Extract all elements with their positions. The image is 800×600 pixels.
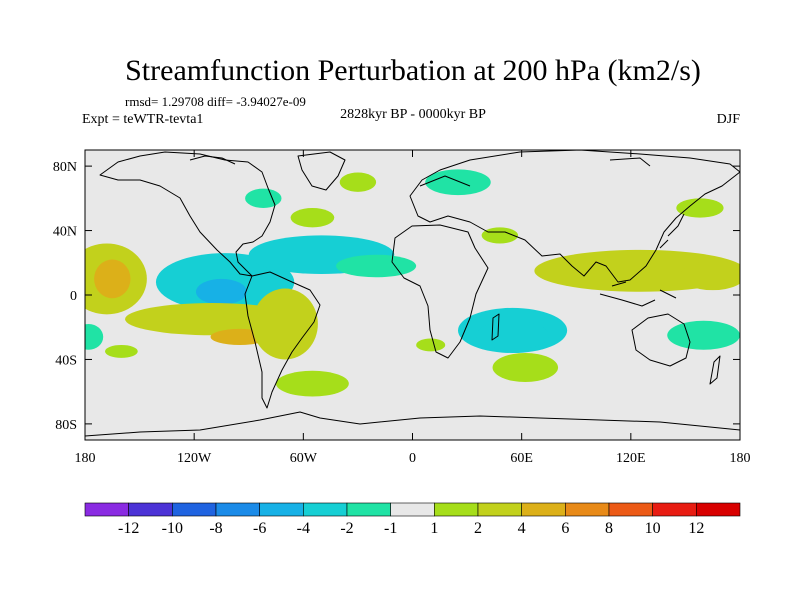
anomaly-region-25 bbox=[290, 208, 335, 228]
colorbar-box-7 bbox=[346, 502, 391, 517]
colorbar-box-8 bbox=[390, 502, 435, 517]
coastline-japan bbox=[659, 213, 685, 249]
coastline-madagascar bbox=[491, 313, 500, 341]
x-tick-label-4: 0 bbox=[409, 451, 416, 466]
colorbar-label-5: -4 bbox=[297, 520, 310, 537]
map-axes: 180 120W 60W 0 60E 120E 180 80N 40N 0 40S 80S bbox=[53, 150, 751, 466]
y-tick-label-3: 0 bbox=[70, 289, 77, 304]
anomaly-region-16 bbox=[276, 370, 349, 397]
period-label: 2828kyr BP - 0000kyr BP bbox=[340, 107, 486, 122]
coastline-south-america bbox=[244, 271, 321, 409]
colorbar-box-14 bbox=[652, 502, 697, 517]
anomaly-region-22 bbox=[416, 338, 446, 352]
anomaly-field bbox=[85, 169, 740, 397]
coastline-arctic-islands bbox=[189, 155, 651, 187]
anomaly-region-12 bbox=[94, 259, 131, 299]
anomaly-region-4 bbox=[336, 254, 417, 278]
colorbar-box-4 bbox=[215, 502, 260, 517]
anomaly-region-24 bbox=[481, 227, 519, 244]
colorbar-label-13: 10 bbox=[645, 520, 661, 537]
x-tick-label-1: 180 bbox=[75, 451, 96, 466]
colorbar-box-12 bbox=[565, 502, 610, 517]
colorbar-label-9: 2 bbox=[474, 520, 482, 537]
colorbar-label-1: -12 bbox=[118, 520, 139, 537]
anomaly-region-10 bbox=[85, 324, 104, 350]
colorbar-box-15 bbox=[696, 502, 741, 517]
map-panel: 180 120W 60W 0 60E 120E 180 80N 40N 0 40S 80S bbox=[53, 149, 751, 466]
x-tick-label-5: 60E bbox=[510, 451, 533, 466]
anomaly-region-7 bbox=[425, 169, 491, 196]
coastline-greenland bbox=[297, 151, 346, 191]
coastline-antarctica bbox=[85, 411, 740, 437]
colorbar-box-13 bbox=[608, 502, 653, 517]
colorbar-box-5 bbox=[259, 502, 304, 517]
colorbar-box-2 bbox=[128, 502, 173, 517]
coastline-new-zealand bbox=[709, 355, 721, 385]
colorbar-label-14: 12 bbox=[688, 520, 704, 537]
colorbar-label-2: -10 bbox=[162, 520, 183, 537]
colorbar-box-3 bbox=[172, 502, 217, 517]
colorbar-label-4: -6 bbox=[253, 520, 266, 537]
x-tick-label-2: 120W bbox=[177, 451, 212, 466]
anomaly-region-15 bbox=[252, 288, 318, 360]
y-tick-label-5: 80S bbox=[55, 418, 77, 433]
coastlines bbox=[85, 150, 740, 437]
colorbar-label-6: -2 bbox=[340, 520, 353, 537]
colorbar-label-12: 8 bbox=[605, 520, 613, 537]
chart-title: Streamfunction Perturbation at 200 hPa (… bbox=[125, 54, 701, 87]
anomaly-region-19 bbox=[676, 198, 724, 218]
experiment-label: Expt = teWTR-tevta1 bbox=[82, 112, 203, 127]
anomaly-region-18 bbox=[679, 261, 740, 291]
x-tick-label-7: 180 bbox=[730, 451, 751, 466]
coastline-africa bbox=[391, 224, 489, 359]
coastline-indonesia bbox=[599, 281, 677, 307]
anomaly-region-9 bbox=[667, 320, 740, 350]
colorbar-label-8: 1 bbox=[430, 520, 438, 537]
y-tick-label-2: 40N bbox=[53, 225, 77, 240]
colorbar: -12 -10 -8 -6 -4 -2 -1 1 2 4 6 8 10 12 bbox=[84, 502, 741, 537]
colorbar-box-1 bbox=[84, 502, 129, 517]
colorbar-box-9 bbox=[434, 502, 479, 517]
anomaly-region-2 bbox=[195, 278, 247, 305]
anomaly-region-8 bbox=[245, 188, 282, 208]
colorbar-box-11 bbox=[521, 502, 566, 517]
x-tick-label-6: 120E bbox=[616, 451, 646, 466]
y-tick-label-1: 80N bbox=[53, 160, 77, 175]
anomaly-region-6 bbox=[476, 320, 549, 350]
colorbar-label-10: 4 bbox=[518, 520, 526, 537]
coastline-australia bbox=[631, 313, 691, 367]
anomaly-region-21 bbox=[339, 172, 377, 192]
colorbar-label-7: -1 bbox=[384, 520, 397, 537]
season-label: DJF bbox=[717, 112, 741, 127]
anomaly-region-20 bbox=[492, 353, 559, 382]
colorbar-box-6 bbox=[303, 502, 348, 517]
colorbar-label-3: -8 bbox=[209, 520, 222, 537]
coastline-eurasia bbox=[409, 150, 740, 283]
colorbar-box-10 bbox=[477, 502, 522, 517]
x-tick-label-3: 60W bbox=[290, 451, 318, 466]
y-tick-label-4: 40S bbox=[55, 353, 77, 368]
anomaly-region-23 bbox=[105, 344, 138, 358]
stats-line: rmsd= 1.29708 diff= -3.94027e-09 bbox=[125, 94, 306, 109]
colorbar-label-11: 6 bbox=[561, 520, 569, 537]
